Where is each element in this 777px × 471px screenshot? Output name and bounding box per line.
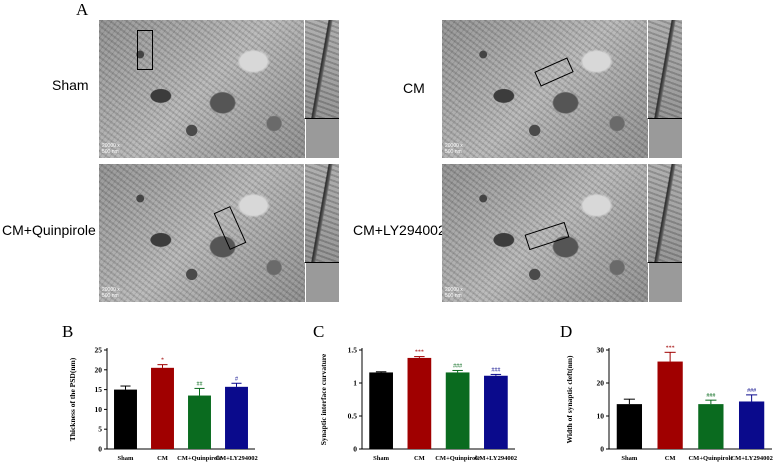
bar [657, 361, 683, 449]
label-cm-quinpirole: CM+Quinpirole [2, 222, 96, 238]
synapse-selection-box [137, 30, 153, 70]
y-tick-label: 20 [95, 365, 103, 374]
micrograph-cm-quinpirole: 20000 x 500 nm [99, 164, 339, 302]
x-tick-label: CM [665, 455, 676, 462]
label-sham: Sham [52, 77, 89, 93]
micrograph-cm: 20000 x 500 nm [442, 20, 682, 158]
x-tick-label: CM+LY294002 [215, 455, 257, 462]
bar [616, 404, 643, 449]
panel-label-b: B [62, 322, 74, 341]
x-tick-label: CM [414, 455, 425, 462]
y-tick-label: 5 [98, 425, 102, 434]
bar [151, 367, 174, 449]
micrograph-sham: 20000 x 500 nm [99, 20, 339, 158]
magnification-label: 20000 x 500 nm [102, 143, 120, 155]
chart-cleft-width: Width of synaptic cleft(nm) 0 10 20 30 Sham **… [565, 345, 773, 462]
y-axis-label: Width of synaptic cleft(nm) [565, 355, 574, 443]
bar [114, 389, 137, 449]
y-axis-label: Thickness of the PSD(nm) [68, 357, 77, 441]
y-axis-label: Synaptic interface curvature [319, 353, 328, 445]
y-tick-label: 30 [597, 346, 605, 355]
x-tick-label: Sham [373, 455, 389, 462]
micrograph-cm-ly294002: 20000 x 500 nm [442, 164, 682, 302]
y-tick-label: 15 [95, 385, 103, 394]
y-tick-label: 0 [98, 445, 102, 454]
label-cm-ly294002: CM+LY294002 [353, 222, 446, 238]
bar [445, 372, 470, 449]
y-tick-label: 0 [600, 445, 604, 454]
significance-marker: ### [747, 388, 756, 394]
significance-marker: *** [666, 345, 675, 351]
x-tick-label: Sham [118, 455, 134, 462]
y-tick-label: 25 [95, 346, 103, 355]
bar [407, 357, 432, 449]
y-tick-label: 1.5 [348, 346, 358, 355]
chart-psd-thickness: Thickness of the PSD(nm) 0 5 10 15 20 25 Sham * C… [68, 346, 258, 463]
panel-label-c: C [313, 322, 325, 341]
x-tick-label: Sham [621, 455, 637, 462]
chart-interface-curvature: Synaptic interface curvature 0 0.5 1 1.5 Sham… [319, 346, 517, 463]
y-tick-label: 0 [353, 445, 357, 454]
x-tick-label: CM [157, 455, 168, 462]
bar [188, 395, 211, 449]
x-tick-label: CM+LY294002 [475, 455, 517, 462]
significance-marker: ### [453, 363, 462, 369]
magnification-label: 20000 x 500 nm [102, 287, 120, 299]
label-cm: CM [403, 80, 425, 96]
significance-marker: *** [415, 350, 424, 356]
panel-label-d: D [560, 322, 573, 341]
y-tick-label: 20 [597, 379, 605, 388]
significance-marker: ### [491, 367, 500, 373]
y-tick-label: 10 [95, 405, 103, 414]
significance-marker: ### [706, 393, 715, 399]
bar [369, 372, 393, 449]
x-tick-label: CM+Quinpirole [688, 455, 733, 462]
bar [484, 375, 508, 449]
significance-marker: * [161, 358, 164, 364]
y-tick-label: 1 [353, 379, 357, 388]
x-tick-label: CM+Quinpirole [435, 455, 480, 462]
x-tick-label: CM+LY294002 [730, 455, 772, 462]
bar [698, 404, 724, 449]
significance-marker: # [235, 376, 238, 382]
y-tick-label: 0.5 [348, 412, 358, 421]
bar [225, 386, 248, 449]
y-tick-label: 10 [597, 412, 605, 421]
significance-marker: ## [197, 381, 203, 387]
x-tick-label: CM+Quinpirole [177, 455, 222, 462]
bar [738, 401, 765, 449]
magnification-label: 20000 x 500 nm [445, 143, 463, 155]
magnification-label: 20000 x 500 nm [445, 287, 463, 299]
panel-label-a: A [76, 0, 89, 19]
